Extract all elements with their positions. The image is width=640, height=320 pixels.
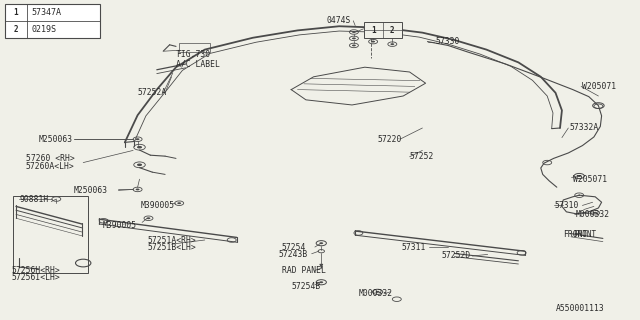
Text: FIG.730: FIG.730 xyxy=(176,50,210,59)
Text: FRONT: FRONT xyxy=(563,230,588,239)
Circle shape xyxy=(137,164,142,166)
Circle shape xyxy=(136,188,140,190)
Bar xyxy=(179,43,210,52)
Text: 57256H<RH>: 57256H<RH> xyxy=(12,266,60,275)
Text: 0219S: 0219S xyxy=(31,25,56,34)
Text: 2: 2 xyxy=(390,26,395,35)
Text: 57260A<LH>: 57260A<LH> xyxy=(26,162,74,171)
Circle shape xyxy=(136,138,140,140)
Text: 57310: 57310 xyxy=(555,201,579,210)
Text: 57220: 57220 xyxy=(378,135,402,144)
Text: 57311: 57311 xyxy=(402,244,426,252)
Bar xyxy=(13,196,88,273)
Circle shape xyxy=(137,146,142,148)
Text: 2: 2 xyxy=(13,25,19,34)
Bar xyxy=(5,4,100,38)
Text: 1: 1 xyxy=(13,8,19,17)
Text: RAD PANEL: RAD PANEL xyxy=(282,266,326,275)
Circle shape xyxy=(390,43,394,45)
Text: 57330: 57330 xyxy=(435,37,460,46)
Circle shape xyxy=(371,41,375,43)
Text: A/C LABEL: A/C LABEL xyxy=(176,60,220,68)
Text: 57251B<LH>: 57251B<LH> xyxy=(147,244,196,252)
Text: 57252: 57252 xyxy=(410,152,434,161)
Text: M250063: M250063 xyxy=(74,186,108,195)
Text: 57254B: 57254B xyxy=(291,282,321,291)
Circle shape xyxy=(352,37,356,39)
Text: W205071: W205071 xyxy=(573,175,607,184)
Text: 57260 <RH>: 57260 <RH> xyxy=(26,154,74,163)
Text: 57332A: 57332A xyxy=(570,124,599,132)
Circle shape xyxy=(376,291,380,293)
Text: 57256I<LH>: 57256I<LH> xyxy=(12,273,60,282)
Text: 1: 1 xyxy=(371,26,376,35)
Circle shape xyxy=(352,31,356,33)
Circle shape xyxy=(177,202,181,204)
Text: M250063: M250063 xyxy=(38,135,72,144)
Circle shape xyxy=(147,217,150,219)
Text: 0474S: 0474S xyxy=(326,16,351,25)
Circle shape xyxy=(319,242,323,244)
Bar xyxy=(364,22,402,38)
Text: W205071: W205071 xyxy=(582,82,616,91)
Text: FRONT: FRONT xyxy=(573,230,596,239)
Circle shape xyxy=(319,281,323,283)
Circle shape xyxy=(593,212,597,214)
Text: 57243B: 57243B xyxy=(278,250,308,259)
Text: M390005: M390005 xyxy=(141,201,175,210)
Text: 57251A<RH>: 57251A<RH> xyxy=(147,236,196,245)
Circle shape xyxy=(352,44,356,46)
Text: M000332: M000332 xyxy=(358,289,392,298)
Text: 57252D: 57252D xyxy=(442,252,471,260)
Text: M000332: M000332 xyxy=(576,210,610,219)
Text: 57252A: 57252A xyxy=(138,88,167,97)
Text: 90881H: 90881H xyxy=(19,195,49,204)
Text: A550001113: A550001113 xyxy=(556,304,605,313)
Text: 57347A: 57347A xyxy=(31,8,61,17)
Text: 57254: 57254 xyxy=(282,243,306,252)
Text: M390005: M390005 xyxy=(102,221,136,230)
Circle shape xyxy=(577,175,581,177)
